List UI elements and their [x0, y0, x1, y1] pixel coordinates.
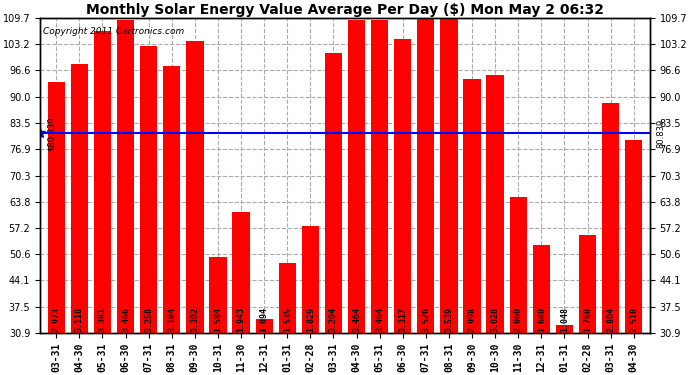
Text: 1.943: 1.943: [237, 307, 246, 332]
Bar: [555, 325, 573, 375]
Title: Monthly Solar Energy Value Average Per Day ($) Mon May 2 06:32: Monthly Solar Energy Value Average Per D…: [86, 3, 604, 17]
Bar: [348, 20, 365, 375]
Bar: [71, 64, 88, 375]
Text: 3.464: 3.464: [352, 307, 361, 332]
Text: 2.510: 2.510: [629, 307, 638, 332]
Bar: [602, 104, 619, 375]
Text: 3.204: 3.204: [329, 307, 338, 332]
Text: Copyright 2011 Cartronics.com: Copyright 2011 Cartronics.com: [43, 27, 184, 36]
Text: $80.839: $80.839: [47, 116, 56, 151]
Bar: [48, 82, 65, 375]
Text: 3.539: 3.539: [444, 307, 453, 332]
Text: 3.104: 3.104: [167, 307, 176, 332]
Text: 3.302: 3.302: [190, 307, 199, 332]
Text: 2.973: 2.973: [52, 307, 61, 332]
Text: 3.464: 3.464: [375, 307, 384, 332]
Text: 80.839: 80.839: [656, 119, 665, 148]
Bar: [417, 12, 435, 375]
Text: 3.258: 3.258: [144, 307, 153, 332]
Text: 3.028: 3.028: [491, 307, 500, 332]
Text: 2.804: 2.804: [606, 307, 615, 332]
Text: 3.317: 3.317: [398, 307, 407, 332]
Bar: [509, 197, 527, 375]
Text: 3.118: 3.118: [75, 307, 84, 332]
Bar: [371, 20, 388, 375]
Text: 3.526: 3.526: [422, 307, 431, 332]
Text: 1.680: 1.680: [537, 307, 546, 332]
Bar: [579, 235, 596, 375]
Bar: [279, 263, 296, 375]
Bar: [140, 46, 157, 375]
Bar: [302, 226, 319, 375]
Text: 3.381: 3.381: [98, 307, 107, 332]
Bar: [486, 75, 504, 375]
Bar: [325, 53, 342, 375]
Bar: [440, 11, 457, 375]
Bar: [255, 319, 273, 375]
Text: 3.466: 3.466: [121, 307, 130, 332]
Bar: [163, 66, 181, 375]
Bar: [233, 212, 250, 375]
Bar: [625, 141, 642, 375]
Text: 1.094: 1.094: [259, 307, 268, 332]
Text: 2.060: 2.060: [514, 307, 523, 332]
Bar: [533, 245, 550, 375]
Bar: [94, 31, 111, 375]
Text: 2.998: 2.998: [468, 307, 477, 332]
Bar: [186, 41, 204, 375]
Bar: [394, 39, 411, 375]
Text: 1.535: 1.535: [283, 307, 292, 332]
Bar: [209, 257, 226, 375]
Text: 1.760: 1.760: [583, 307, 592, 332]
Text: 1.829: 1.829: [306, 307, 315, 332]
Bar: [117, 20, 135, 375]
Text: 1.048: 1.048: [560, 307, 569, 332]
Bar: [464, 79, 481, 375]
Text: 1.584: 1.584: [213, 307, 222, 332]
